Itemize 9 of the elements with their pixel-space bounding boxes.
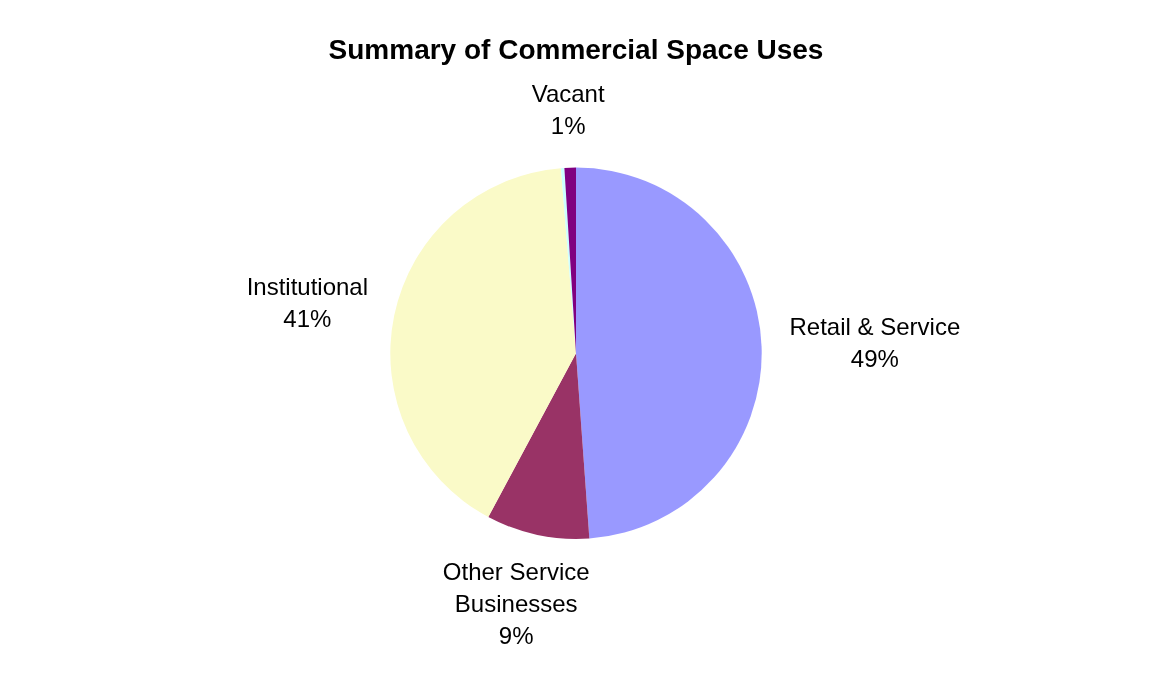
slice-label: Institutional (246, 272, 369, 300)
data-label: 41% (283, 304, 332, 332)
data-label: 1% (550, 112, 586, 140)
data-label: 49% (850, 345, 899, 373)
chart-title: Summary of Commercial Space Uses (328, 33, 824, 65)
slice-label: Other Service Businesses (442, 557, 590, 617)
slice-label: Vacant (531, 80, 605, 108)
data-label: 9% (498, 621, 534, 649)
slice-label: Retail & Service (789, 313, 961, 341)
